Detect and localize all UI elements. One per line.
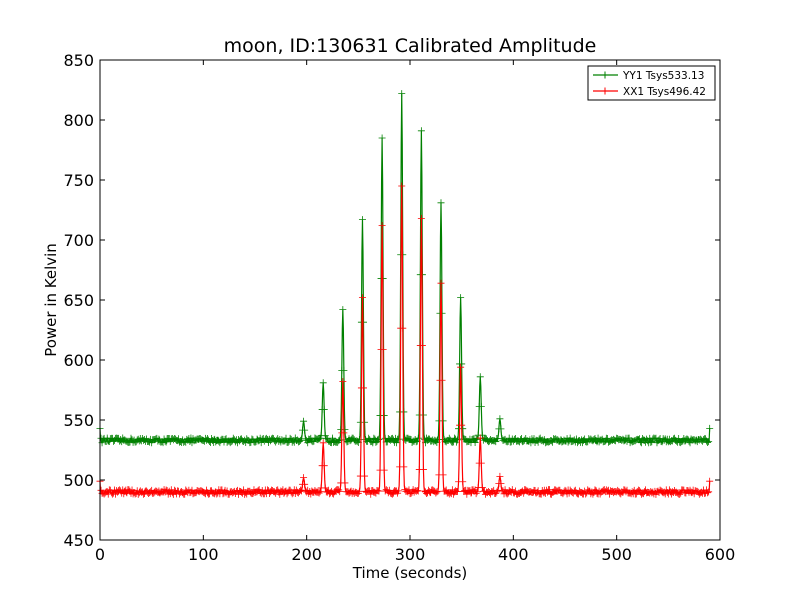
y-tick-label: 550: [63, 411, 94, 430]
legend-item: XX1 Tsys496.42: [593, 86, 706, 98]
y-tick-label: 450: [63, 531, 94, 550]
x-tick-label: 200: [291, 545, 322, 564]
axes-layer: 0 100 200 300 400 500 600 450 500 550 600 650 700 750…: [63, 51, 735, 564]
legend: YY1 Tsys533.13 XX1 Tsys496.42: [587, 65, 716, 101]
y-tick-label: 750: [63, 171, 94, 190]
legend-box: [587, 65, 716, 101]
x-tick-label: 400: [498, 545, 529, 564]
x-tick-label: 600: [705, 545, 736, 564]
x-tick-label: 0: [95, 545, 105, 564]
legend-label: YY1 Tsys533.13: [622, 70, 704, 82]
legend-item: YY1 Tsys533.13: [593, 70, 704, 82]
y-tick-label: 800: [63, 111, 94, 130]
y-tick-label: 850: [63, 51, 94, 70]
x-tick-label: 100: [188, 545, 219, 564]
y-axis-label: Power in Kelvin: [42, 243, 60, 357]
legend-label: XX1 Tsys496.42: [623, 86, 706, 98]
x-axis-label: Time (seconds): [352, 564, 468, 582]
series-layer: [96, 90, 714, 498]
y-tick-label: 700: [63, 231, 94, 250]
x-tick-label: 300: [395, 545, 426, 564]
y-tick-label: 650: [63, 291, 94, 310]
legend-swatch-marker: [601, 71, 609, 79]
legend-swatch-marker: [601, 87, 609, 95]
chart-title: moon, ID:130631 Calibrated Amplitude: [224, 35, 597, 57]
series-2: [96, 182, 714, 498]
y-tick-label: 600: [63, 351, 94, 370]
x-tick-label: 500: [601, 545, 632, 564]
y-tick-label: 500: [63, 471, 94, 490]
